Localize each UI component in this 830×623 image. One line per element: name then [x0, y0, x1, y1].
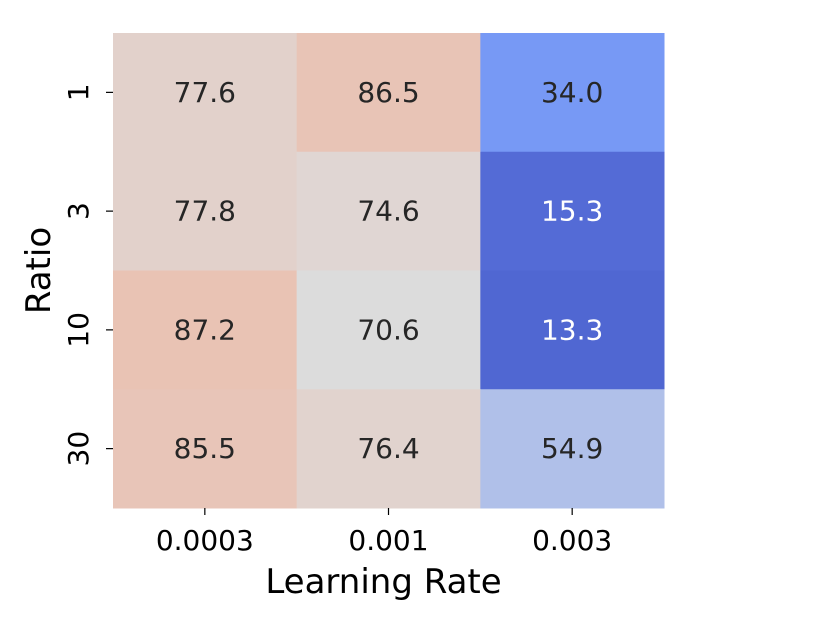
heatmap-cell	[480, 270, 665, 390]
y-tick-label: 3	[62, 202, 95, 220]
cell-value-label: 85.5	[174, 432, 236, 465]
cell-value-label: 86.5	[357, 76, 419, 109]
x-axis-label: Learning Rate	[265, 562, 501, 602]
y-axis-label: Ratio	[19, 227, 59, 314]
cell-value-label: 13.3	[541, 313, 603, 346]
heatmap-cell	[113, 389, 298, 509]
heatmap-cell	[296, 270, 481, 390]
heatmap-cell	[296, 33, 481, 153]
cell-value-label: 34.0	[541, 76, 603, 109]
y-tick-label: 30	[62, 431, 95, 467]
heatmap-cell	[113, 33, 298, 153]
cell-value-label: 54.9	[541, 432, 603, 465]
cell-value-label: 87.2	[174, 313, 236, 346]
cell-value-label: 76.4	[357, 432, 419, 465]
heatmap-cell	[480, 389, 665, 509]
cell-value-label: 15.3	[541, 195, 603, 228]
heatmap-cells	[113, 33, 665, 509]
cell-value-label: 70.6	[357, 313, 419, 346]
y-tick-label: 10	[62, 312, 95, 348]
x-tick-label: 0.001	[348, 524, 428, 557]
cell-value-label: 77.8	[174, 195, 236, 228]
x-tick-label: 0.003	[532, 524, 612, 557]
x-tick-label: 0.0003	[156, 524, 254, 557]
x-axis-ticks: 0.0003 0.001 0.003	[156, 508, 612, 557]
heatmap-annotations: 77.6 86.5 34.0 77.8 74.6 15.3 87.2 70.6 13.3 85.5…	[174, 76, 604, 465]
heatmap-cell	[296, 389, 481, 509]
cell-value-label: 74.6	[357, 195, 419, 228]
heatmap-cell	[480, 33, 665, 153]
heatmap-cell	[113, 151, 298, 271]
y-axis-ticks: 1 3 10 30	[62, 83, 113, 466]
heatmap-cell	[480, 151, 665, 271]
cell-value-label: 77.6	[174, 76, 236, 109]
y-tick-label: 1	[62, 83, 95, 101]
heatmap-cell	[296, 151, 481, 271]
heatmap-cell	[113, 270, 298, 390]
